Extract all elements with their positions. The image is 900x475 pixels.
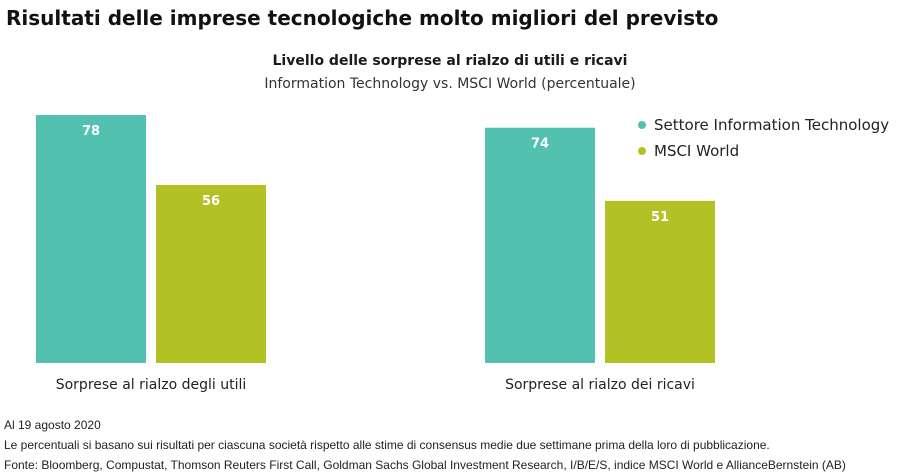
bar-value-label: 78 xyxy=(82,124,100,139)
category-label: Sorprese al rialzo degli utili xyxy=(56,377,247,393)
legend-label-it: Settore Information Technology xyxy=(654,116,890,134)
bar-value-label: 51 xyxy=(651,210,669,225)
bar-it-ricavi xyxy=(485,127,595,363)
legend-dot-it xyxy=(638,121,646,129)
note-date: Al 19 agosto 2020 xyxy=(4,418,101,432)
bar-msci-ricavi xyxy=(605,200,715,363)
bar-value-label: 56 xyxy=(202,194,220,209)
legend-item-msci: MSCI World xyxy=(638,138,889,164)
legend-label-msci: MSCI World xyxy=(654,142,740,160)
chart-title: Livello delle sorprese al rialzo di util… xyxy=(272,53,628,69)
chart-legend: Settore Information Technology MSCI Worl… xyxy=(638,112,889,164)
bar-chart: 78 56 Sorprese al rialzo degli utili 74 51 So… xyxy=(36,115,715,393)
category-label: Sorprese al rialzo dei ricavi xyxy=(505,377,695,393)
bar-it-utili xyxy=(36,115,146,363)
headline: Risultati delle imprese tecnologiche mol… xyxy=(6,6,719,30)
chart-subtitle: Information Technology vs. MSCI World (p… xyxy=(264,76,636,92)
legend-item-it: Settore Information Technology xyxy=(638,112,889,138)
legend-dot-msci xyxy=(638,147,646,155)
note-source: Fonte: Bloomberg, Compustat, Thomson Reu… xyxy=(4,458,846,472)
footnotes: Al 19 agosto 2020 Le percentuali si basa… xyxy=(4,415,896,475)
bar-msci-utili xyxy=(156,184,266,363)
note-methodology: Le percentuali si basano sui risultati p… xyxy=(4,438,770,452)
bar-value-label: 74 xyxy=(531,137,549,152)
